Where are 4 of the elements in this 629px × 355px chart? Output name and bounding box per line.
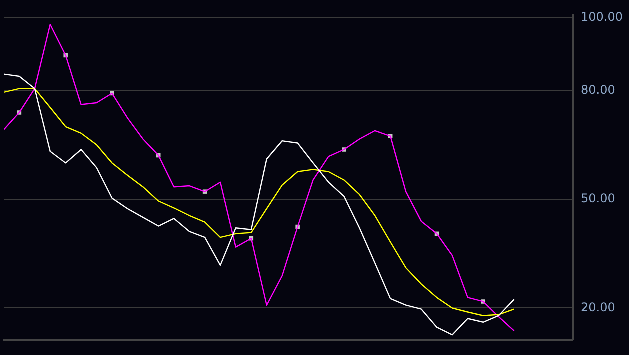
y-tick-label: 100.00 — [581, 10, 623, 24]
y-tick-label: 50.00 — [581, 192, 616, 206]
y-tick-label: 80.00 — [581, 82, 616, 97]
y-tick-label: 20.00 — [581, 300, 616, 314]
